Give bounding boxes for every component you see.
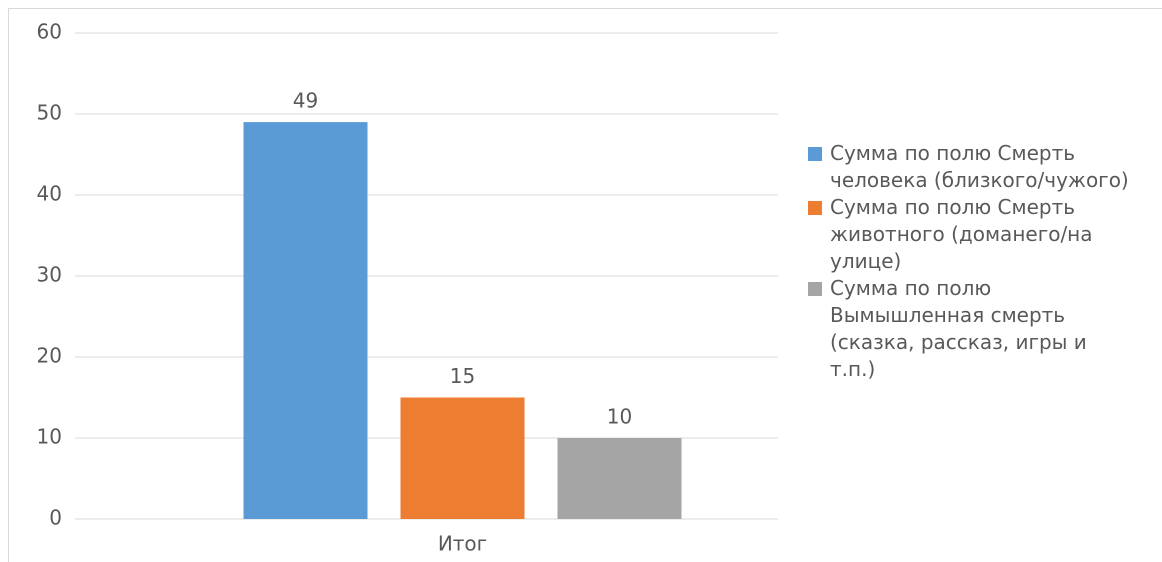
y-tick-label: 0 xyxy=(49,506,62,530)
y-tick-label: 20 xyxy=(37,344,62,368)
bar xyxy=(557,438,682,519)
data-label: 10 xyxy=(607,405,632,429)
legend-entry: Сумма по полю Вымышленная смерть (сказка… xyxy=(808,275,1138,383)
legend-label: Сумма по полю Смерть человека (близкого/… xyxy=(830,141,1129,192)
y-tick-label: 40 xyxy=(37,182,62,206)
y-tick-label: 10 xyxy=(37,425,62,449)
legend-swatch xyxy=(808,201,822,215)
chart-border xyxy=(8,8,1162,562)
legend-swatch xyxy=(808,147,822,161)
data-label: 15 xyxy=(450,364,475,388)
y-tick-label: 30 xyxy=(37,263,62,287)
data-label: 49 xyxy=(293,89,318,113)
bar xyxy=(400,397,525,519)
legend-entry: Сумма по полю Смерть животного (доманего… xyxy=(808,194,1138,275)
legend-swatch xyxy=(808,282,822,296)
y-tick-label: 60 xyxy=(37,20,62,44)
legend: Сумма по полю Смерть человека (близкого/… xyxy=(808,140,1138,383)
legend-label: Сумма по полю Вымышленная смерть (сказка… xyxy=(830,276,1087,381)
x-tick-label: Итог xyxy=(438,532,487,556)
legend-entry: Сумма по полю Смерть человека (близкого/… xyxy=(808,140,1138,194)
y-tick-label: 50 xyxy=(37,101,62,125)
legend-label: Сумма по полю Смерть животного (доманего… xyxy=(830,195,1093,273)
bar xyxy=(243,122,368,519)
